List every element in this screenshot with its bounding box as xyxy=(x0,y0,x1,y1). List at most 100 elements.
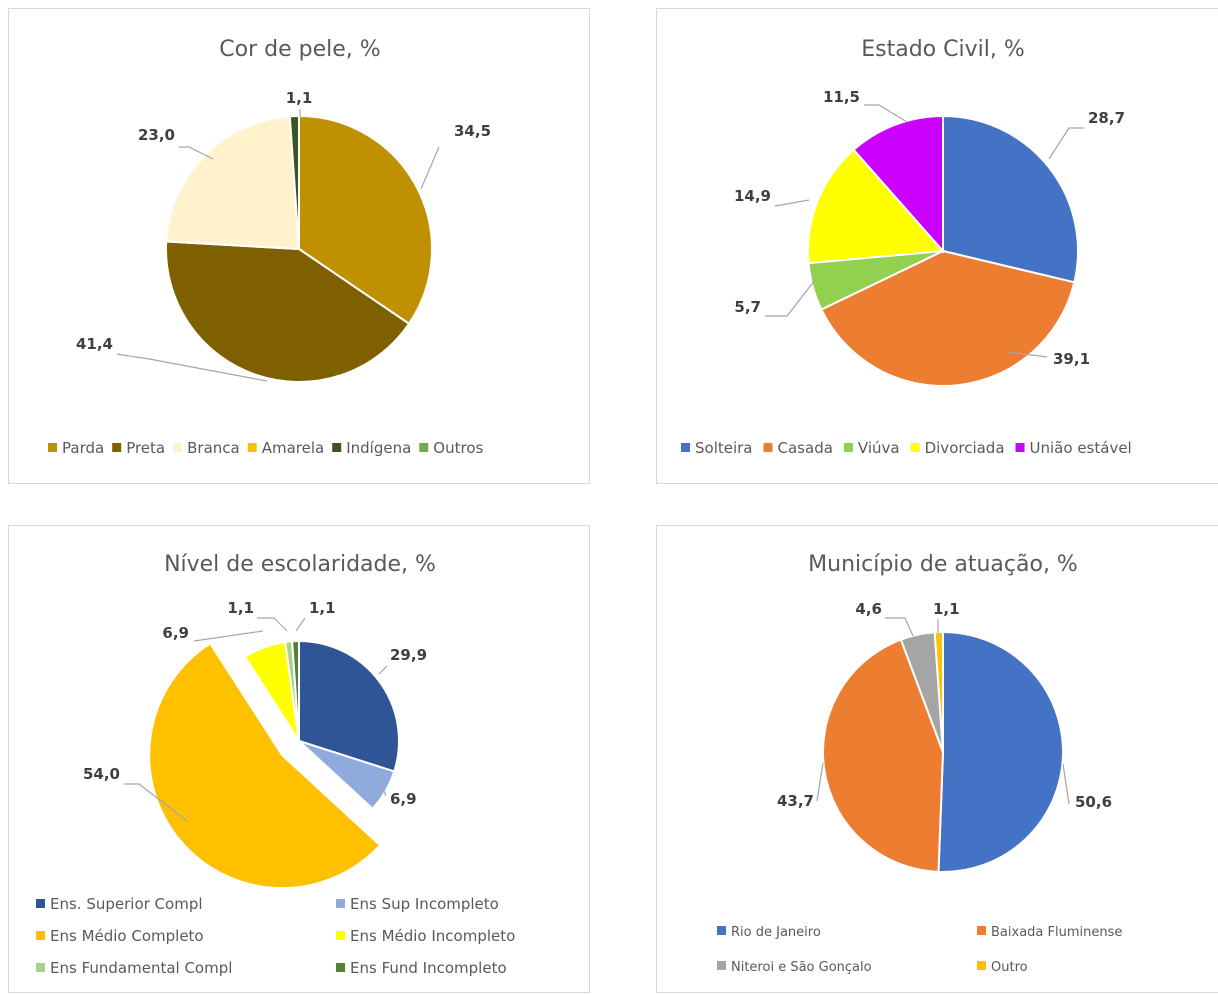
chart-title: Estado Civil, % xyxy=(861,37,1025,62)
chart-panel-escolaridade: Nível de escolaridade, % 29,9 6,9 54,0 6,9 1… xyxy=(8,525,590,993)
legend-item-divorciada: Divorciada xyxy=(925,439,1005,457)
legend-item-casada: Casada xyxy=(778,439,833,457)
legend-marker-ens-fundamental-compl xyxy=(36,963,45,972)
data-label-divorciada: 14,9 xyxy=(734,187,771,205)
pie-slice-ens-medio-completo xyxy=(148,641,382,890)
pie-chart-escolaridade: Nível de escolaridade, % 29,9 6,9 54,0 6,9 1… xyxy=(36,552,515,977)
data-label-ens-sup-incompleto: 6,9 xyxy=(390,790,417,808)
leader-line-ens-fundamental-compl xyxy=(257,617,288,632)
pie-slice-preta xyxy=(165,240,411,383)
legend-marker-divorciada xyxy=(910,443,920,452)
data-label-ens-medio-incompleto: 6,9 xyxy=(162,624,189,642)
legend-marker-rio-de-janeiro xyxy=(717,926,726,935)
legend-marker-indigena xyxy=(332,443,342,452)
legend-marker-ens-medio-incompleto xyxy=(336,931,345,940)
leader-line-baixada-fluminense xyxy=(816,762,824,802)
leader-line-ens-superior-compl xyxy=(378,665,388,675)
leader-line-viuva xyxy=(765,279,816,317)
legend-item-ens-sup-incompleto: Ens Sup Incompleto xyxy=(350,895,499,913)
legend-marker-parda xyxy=(48,443,57,452)
data-label-casada: 39,1 xyxy=(1053,350,1090,368)
legend-marker-outros xyxy=(419,443,429,452)
legend-item-ens-superior-compl: Ens. Superior Compl xyxy=(50,895,203,913)
legend-item-branca: Branca xyxy=(187,439,240,457)
data-label-niteroi-e-sao-goncalo: 4,6 xyxy=(855,600,882,618)
data-label-ens-fundamental-compl: 1,1 xyxy=(227,599,254,617)
data-label-baixada-fluminense: 43,7 xyxy=(777,792,814,810)
data-label-uniao-estavel: 11,5 xyxy=(823,88,860,106)
chart-title: Nível de escolaridade, % xyxy=(164,552,436,577)
leader-line-branca xyxy=(179,146,214,160)
data-label-branca: 23,0 xyxy=(138,126,175,144)
leader-line-rio-de-janeiro xyxy=(1062,763,1070,805)
data-label-parda: 34,5 xyxy=(454,122,491,140)
legend-item-outro: Outro xyxy=(991,960,1028,975)
data-label-viuva: 5,7 xyxy=(734,298,761,316)
legend-marker-solteira xyxy=(681,443,690,452)
legend-marker-baixada-fluminense xyxy=(977,926,986,935)
pie-slice-rio-de-janeiro xyxy=(937,630,1064,873)
legend-item-ens-fund-incompleto: Ens Fund Incompleto xyxy=(350,959,507,977)
pie-slice-divorciada xyxy=(807,148,946,265)
legend-marker-preta xyxy=(112,443,122,452)
leader-line-uniao-estavel xyxy=(864,104,908,123)
pie-slice-outro xyxy=(933,630,944,753)
legend-item-indigena: Indígena xyxy=(346,439,411,457)
legend-item-niteroi-e-sao-goncalo: Niteroi e São Gonçalo xyxy=(731,960,872,975)
legend-marker-amarela xyxy=(247,443,257,452)
legend-marker-niteroi-e-sao-goncalo xyxy=(717,961,726,970)
data-label-indigena: 1,1 xyxy=(286,89,313,107)
legend-item-parda: Parda xyxy=(62,439,104,457)
pie-slice-indigena xyxy=(288,114,300,250)
legend-item-ens-medio-incompleto: Ens Médio Incompleto xyxy=(350,927,515,945)
legend-marker-uniao-estavel xyxy=(1015,443,1025,452)
leader-line-divorciada xyxy=(774,199,810,207)
legend-marker-viuva xyxy=(843,443,853,452)
leader-line-ens-fund-incompleto xyxy=(295,617,306,632)
data-label-ens-superior-compl: 29,9 xyxy=(390,646,427,664)
data-label-ens-medio-completo: 54,0 xyxy=(83,765,120,783)
data-label-preta: 41,4 xyxy=(76,335,113,353)
data-label-outro: 1,1 xyxy=(933,600,960,618)
pie-chart-municipio: Município de atuação, % 50,6 43,7 4,6 1,1 Ri… xyxy=(717,552,1122,975)
legend-marker-ens-superior-compl xyxy=(36,899,45,908)
legend-item-uniao-estavel: União estável xyxy=(1030,439,1132,457)
legend-marker-branca xyxy=(173,443,183,452)
pie-slice-baixada-fluminense xyxy=(822,638,945,873)
pie-chart-estado-civil: Estado Civil, % 28,7 39,1 5,7 14,9 11,5 Solte… xyxy=(681,37,1132,457)
pie-chart-cor-de-pele: Cor de pele, % 34,5 41,4 23,0 1,1 Parda Preta… xyxy=(48,37,491,457)
legend-item-viuva: Viúva xyxy=(858,439,900,457)
legend-marker-ens-sup-incompleto xyxy=(336,899,345,908)
leader-line-ens-sup-incompleto xyxy=(378,777,387,797)
legend-item-baixada-fluminense: Baixada Fluminense xyxy=(991,925,1122,940)
legend-item-outros: Outros xyxy=(433,439,483,457)
legend-marker-casada xyxy=(763,443,773,452)
pie-slice-parda xyxy=(298,114,433,326)
legend-marker-outro xyxy=(977,961,986,970)
legend-item-ens-medio-completo: Ens Médio Completo xyxy=(50,927,204,945)
pie-slice-ens-sup-incompleto xyxy=(298,740,396,811)
chart-title: Município de atuação, % xyxy=(808,552,1078,577)
pie-slice-branca xyxy=(165,115,301,251)
pie-slice-ens-fund-incompleto xyxy=(291,639,300,742)
data-label-rio-de-janeiro: 50,6 xyxy=(1075,793,1112,811)
legend-item-rio-de-janeiro: Rio de Janeiro xyxy=(731,925,821,940)
chart-panel-estado-civil: Estado Civil, % 28,7 39,1 5,7 14,9 11,5 Solte… xyxy=(656,8,1218,484)
leader-line-niteroi-e-sao-goncalo xyxy=(885,617,914,637)
legend-item-preta: Preta xyxy=(126,439,165,457)
pie-slice-solteira xyxy=(942,114,1079,284)
leader-line-ens-medio-incompleto xyxy=(193,630,264,642)
data-label-ens-fund-incompleto: 1,1 xyxy=(309,599,336,617)
legend-marker-ens-medio-completo xyxy=(36,931,45,940)
leader-line-casada xyxy=(1008,351,1048,358)
legend-marker-ens-fund-incompleto xyxy=(336,963,345,972)
chart-panel-municipio: Município de atuação, % 50,6 43,7 4,6 1,1 Ri… xyxy=(656,525,1218,993)
legend-item-ens-fundamental-compl: Ens Fundamental Compl xyxy=(50,959,232,977)
legend-item-solteira: Solteira xyxy=(695,439,753,457)
legend-item-amarela: Amarela xyxy=(262,439,325,457)
pie-slice-uniao-estavel xyxy=(852,114,944,254)
data-label-solteira: 28,7 xyxy=(1088,109,1125,127)
pie-slice-ens-superior-compl xyxy=(298,639,400,773)
leader-line-ens-medio-completo xyxy=(124,783,188,822)
chart-title: Cor de pele, % xyxy=(219,37,380,62)
